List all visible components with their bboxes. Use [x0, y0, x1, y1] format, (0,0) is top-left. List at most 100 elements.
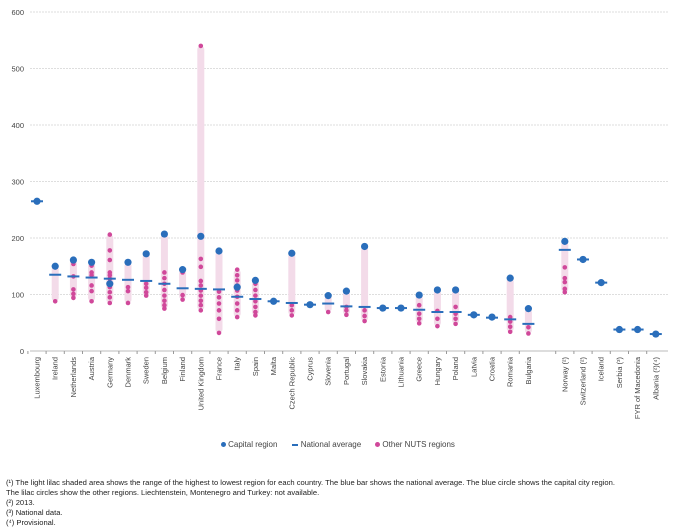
other-region-point	[416, 316, 422, 322]
other-region-point	[107, 300, 113, 306]
x-tick-label: Bulgaria	[524, 356, 533, 384]
other-region-point	[180, 297, 185, 302]
x-tick-label: Germany	[105, 357, 114, 388]
country-group: Cyprus	[300, 301, 316, 381]
country-group: Iceland	[591, 279, 608, 381]
country-group: Greece	[409, 291, 426, 382]
range-bar	[88, 262, 96, 302]
capital-region-point	[342, 287, 350, 295]
other-region-point	[216, 301, 222, 306]
other-region-point	[71, 295, 76, 301]
other-region-point	[253, 313, 258, 318]
other-region-point	[253, 298, 258, 304]
x-tick-label: Spain	[251, 357, 260, 376]
capital-region-point	[33, 197, 41, 205]
x-tick-label: Greece	[415, 357, 424, 382]
other-region-point	[125, 300, 131, 306]
other-region-point	[562, 265, 568, 270]
capital-region-point	[251, 276, 259, 284]
footnotes: (¹) The light lilac shaded area shows th…	[6, 478, 626, 528]
other-region-point	[253, 309, 258, 315]
capital-region-point	[561, 237, 569, 245]
other-region-point	[362, 313, 367, 319]
x-tick-label: Netherlands	[69, 357, 78, 398]
country-group: Netherlands	[63, 256, 80, 398]
country-group: Bulgaria	[518, 305, 535, 385]
other-region-point	[198, 256, 204, 262]
x-tick-label: Estonia	[378, 356, 387, 382]
other-region-point	[125, 284, 131, 290]
x-tick-label: Switzerland (²)	[579, 356, 588, 405]
country-group: Luxembourg	[27, 197, 43, 399]
other-region-point	[162, 302, 167, 308]
other-region-point	[162, 275, 167, 281]
range-bar	[197, 45, 205, 311]
y-tick-label: 600	[11, 8, 24, 17]
x-tick-label: Poland	[451, 357, 460, 380]
other-region-point	[234, 278, 240, 283]
other-region-point	[143, 289, 149, 295]
x-tick-label: France	[215, 357, 224, 380]
country-group: Estonia	[373, 304, 389, 382]
y-tick-label: 0	[20, 347, 24, 356]
other-region-point	[89, 298, 94, 304]
other-region-point	[435, 323, 440, 329]
chart: 0 100 200 300 400 500 600 Luxembourg Ireland Neth…	[11, 8, 668, 419]
other-region-point	[507, 314, 513, 320]
country-group: Denmark	[118, 258, 134, 387]
country-group: Lithuania	[391, 304, 407, 387]
other-region-point	[453, 321, 458, 327]
country-group: Poland	[446, 286, 462, 380]
capital-region-point	[306, 301, 314, 309]
other-region-point	[453, 316, 458, 322]
other-region-point	[325, 309, 331, 315]
x-tick-label: Lithuania	[397, 356, 406, 387]
other-region-point	[198, 302, 204, 308]
other-region-point	[526, 324, 531, 330]
other-region-point	[198, 278, 204, 284]
capital-region-point	[160, 230, 168, 238]
other-region-point	[526, 331, 531, 336]
capital-region-point	[652, 330, 660, 338]
legend-other: Other NUTS regions	[375, 440, 455, 449]
country-group: Ireland	[45, 262, 62, 380]
capital-region-point	[579, 255, 587, 264]
legend-national-average: National average	[291, 440, 361, 449]
country-group: Slovakia	[355, 242, 371, 385]
x-tick-label: Serbia (³)	[615, 357, 624, 389]
range-bar	[361, 246, 369, 322]
x-tick-label: FYR of Macedonia	[633, 356, 642, 419]
other-region-point	[507, 324, 513, 330]
other-region-point	[198, 283, 204, 288]
country-group: Portugal	[336, 287, 353, 385]
country-group: Albania (²)(⁴)	[646, 330, 662, 400]
country-group: Spain	[245, 276, 262, 376]
other-region-point	[416, 311, 422, 317]
other-region-point	[234, 267, 240, 272]
range-bar	[524, 308, 532, 334]
other-region-point	[562, 286, 568, 292]
other-region-point	[234, 301, 240, 306]
other-region-point	[89, 283, 94, 288]
other-region-point	[216, 330, 222, 336]
other-region-point	[234, 308, 240, 313]
other-region-point	[216, 308, 222, 313]
capital-region-point	[142, 250, 150, 258]
other-region-point	[253, 287, 258, 293]
country-group: Finland	[173, 266, 189, 382]
other-region-point	[89, 272, 94, 278]
other-region-point	[71, 287, 76, 292]
other-region-point	[234, 272, 240, 278]
legend-capital: Capital region	[221, 440, 277, 449]
other-region-point	[162, 293, 167, 298]
other-region-point	[216, 289, 222, 294]
country-group: Germany	[100, 232, 116, 388]
other-region-point	[107, 295, 113, 300]
x-tick-label: United Kingdom	[196, 357, 205, 410]
capital-region-point	[197, 232, 205, 240]
x-tick-label: Austria	[87, 356, 96, 380]
capital-region-point	[124, 258, 132, 266]
other-marker-icon	[375, 442, 381, 448]
average-marker-icon	[291, 444, 298, 446]
other-region-point	[507, 329, 513, 335]
